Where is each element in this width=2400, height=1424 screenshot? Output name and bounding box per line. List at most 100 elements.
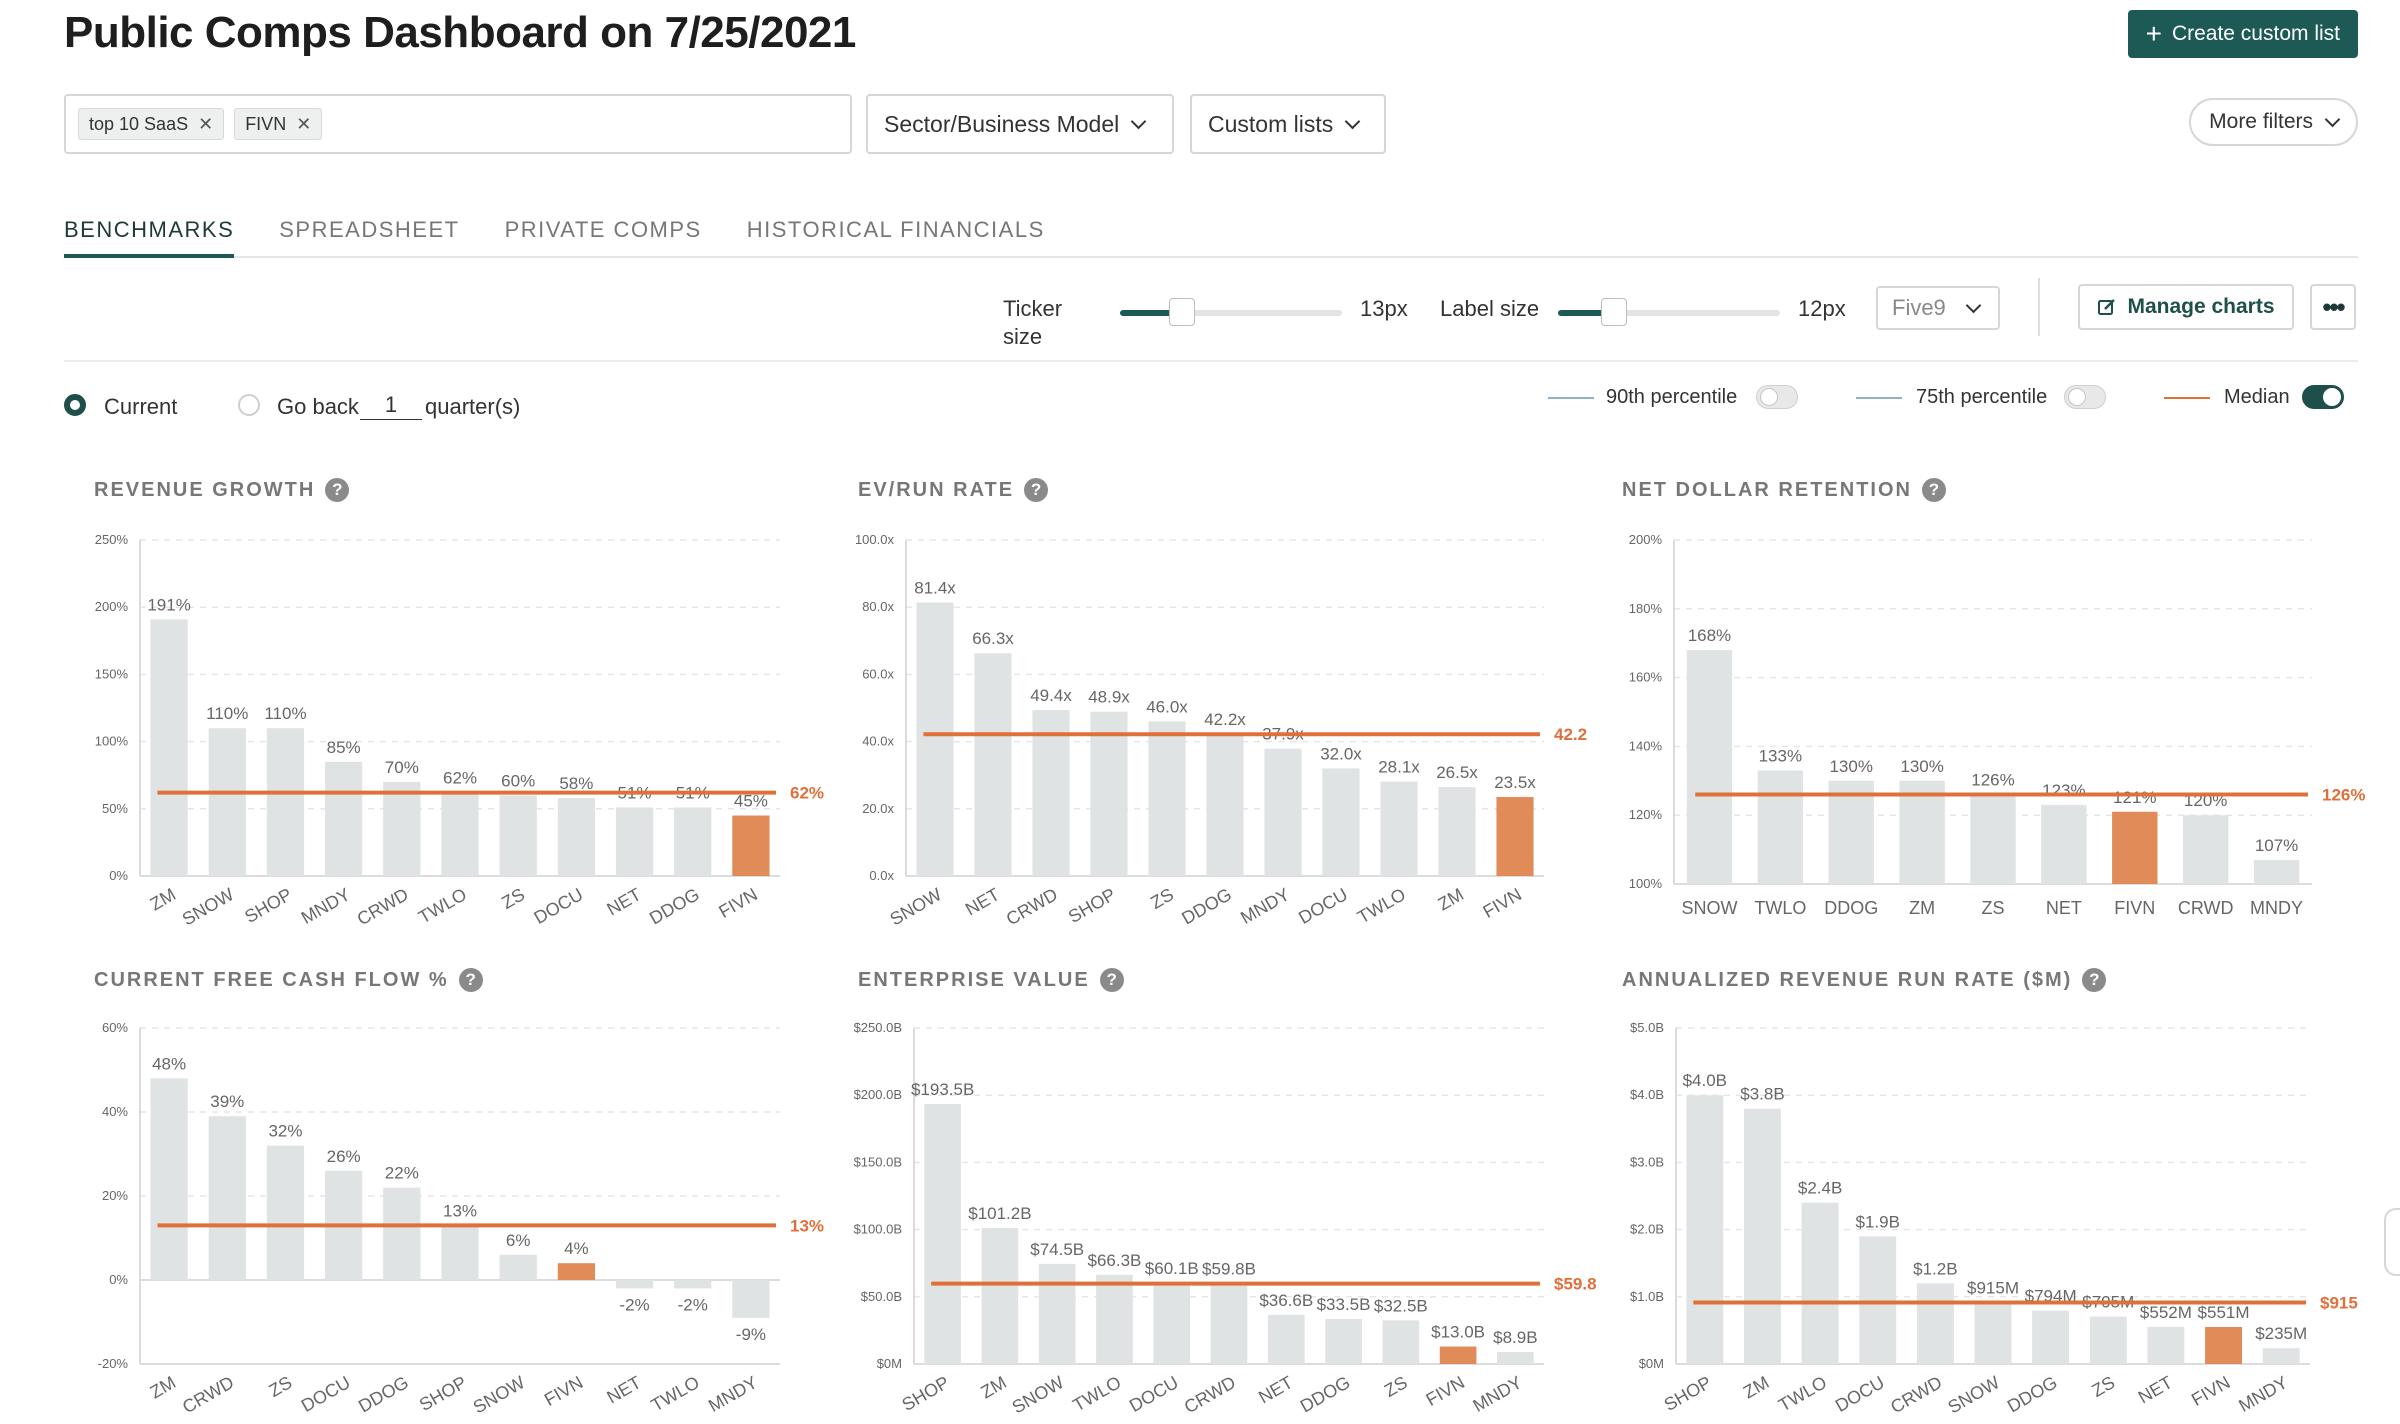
filter-chip[interactable]: top 10 SaaS ✕ [78, 108, 225, 140]
company-select[interactable]: Five9 [1876, 286, 2000, 330]
bar [1439, 1346, 1477, 1364]
annualized-run-rate-chart: $0M $1.0B $2.0B $3.0B $4.0B $5.0B $4.0B SHOP $3.… [1630, 1020, 2358, 1417]
bar [1438, 786, 1476, 876]
remove-chip-icon[interactable]: ✕ [198, 113, 214, 134]
bar [2089, 1316, 2127, 1364]
data-label: $552M [2140, 1303, 2192, 1322]
bar [1801, 1202, 1839, 1364]
x-tick-label: CRWD [2178, 898, 2234, 918]
y-tick-label: -20% [98, 1356, 129, 1371]
bar [1744, 1108, 1781, 1364]
x-tick-label: NET [2046, 898, 2082, 918]
data-label: $59.8B [1202, 1260, 1256, 1279]
data-label: 168% [1688, 626, 1731, 645]
median-legend-line [2164, 397, 2210, 399]
y-tick-label: 60% [102, 1020, 128, 1035]
bar [1096, 1274, 1133, 1364]
x-tick-label: ZS [1381, 1372, 1411, 1401]
data-label: $2.4B [1798, 1179, 1842, 1198]
y-tick-label: 0.0x [869, 868, 894, 883]
bar [1153, 1283, 1191, 1364]
bar [924, 1103, 961, 1364]
p90-toggle[interactable] [1756, 385, 1798, 409]
data-label: $4.0B [1683, 1071, 1727, 1090]
x-tick-label: DOCU [530, 884, 586, 928]
x-tick-label: NET [962, 884, 1003, 919]
ticker-size-slider-handle[interactable] [1169, 298, 1196, 326]
data-label: $36.6B [1259, 1291, 1313, 1310]
x-tick-label: TWLO [1354, 884, 1409, 927]
x-tick-label: SHOP [1661, 1372, 1715, 1415]
label-size-slider[interactable] [1558, 298, 1780, 326]
p75-toggle[interactable] [2064, 385, 2106, 409]
filter-chip[interactable]: FIVN ✕ [234, 108, 323, 140]
x-tick-label: ZM [147, 884, 180, 914]
y-tick-label: 0% [109, 1272, 128, 1287]
remove-chip-icon[interactable]: ✕ [296, 113, 312, 134]
help-icon[interactable]: ? [325, 478, 350, 502]
label-size-label: Label size [1440, 296, 1540, 321]
page-title: Public Comps Dashboard on 7/25/2021 [64, 8, 856, 57]
chart-title-enterprise-value: ENTERPRISE VALUE ? [858, 968, 1124, 992]
p75-legend-line [1856, 397, 1902, 399]
chart-title-text: REVENUE GROWTH [94, 478, 316, 501]
go-back-radio[interactable] [238, 394, 260, 416]
side-handle[interactable] [2384, 1208, 2400, 1276]
manage-charts-button[interactable]: Manage charts [2078, 284, 2294, 330]
quarters-input[interactable]: 1 [360, 392, 422, 420]
median-label: 42.2 [1554, 725, 1587, 744]
x-tick-label: DDOG [1178, 884, 1235, 928]
y-tick-label: $0M [877, 1356, 902, 1371]
current-radio[interactable] [64, 394, 86, 416]
chart-title-text: EV/RUN RATE [858, 478, 1015, 501]
data-label: -2% [678, 1295, 708, 1314]
bar [1038, 1263, 1076, 1364]
data-label: 32.0x [1320, 744, 1362, 763]
data-label: 22% [385, 1164, 419, 1183]
help-icon[interactable]: ? [2082, 968, 2107, 992]
bar [1859, 1236, 1897, 1364]
data-label: 45% [734, 792, 768, 811]
create-custom-list-button[interactable]: + Create custom list [2127, 10, 2358, 58]
bar [1264, 748, 1302, 876]
ticker-filter-input[interactable]: top 10 SaaS ✕ FIVN ✕ [64, 94, 852, 154]
filter-chip-label: top 10 SaaS [89, 113, 189, 134]
custom-lists-dropdown[interactable]: Custom lists [1190, 94, 1386, 154]
help-icon[interactable]: ? [1099, 968, 1124, 992]
bar [1325, 1318, 1362, 1364]
y-tick-label: $0M [1639, 1356, 1664, 1371]
enterprise-value-chart: $0M $50.0B $100.0B $150.0B $200.0B $250.0B $19… [854, 1020, 1597, 1417]
x-tick-label: MNDY [2235, 1372, 2291, 1416]
median-toggle[interactable] [2302, 385, 2344, 409]
chart-title-text: CURRENT FREE CASH FLOW % [94, 968, 449, 991]
bar [1899, 780, 1945, 884]
x-tick-label: ZS [2088, 1372, 2118, 1401]
y-tick-label: 160% [1629, 670, 1663, 685]
help-icon[interactable]: ? [458, 968, 483, 992]
tab-private-comps[interactable]: PRIVATE COMPS [504, 217, 702, 242]
x-tick-label: ZS [1147, 884, 1177, 913]
tab-spreadsheet[interactable]: SPREADSHEET [279, 217, 460, 242]
help-icon[interactable]: ? [1024, 478, 1049, 502]
ticker-size-slider[interactable] [1120, 298, 1342, 326]
bar [674, 807, 712, 876]
help-icon[interactable]: ? [1922, 478, 1946, 502]
x-tick-label: MNDY [298, 884, 354, 928]
label-size-slider-handle[interactable] [1600, 298, 1627, 326]
chart-title-text: NET DOLLAR RETENTION [1622, 478, 1912, 501]
data-label: 32% [268, 1122, 302, 1141]
more-options-button[interactable]: ••• [2310, 284, 2356, 330]
bar [615, 807, 654, 876]
tab-benchmarks[interactable]: BENCHMARKS [64, 214, 235, 258]
sector-dropdown[interactable]: Sector/Business Model [866, 94, 1174, 154]
x-tick-label: NET [603, 884, 644, 919]
data-label: 26% [327, 1147, 361, 1166]
more-filters-button[interactable]: More filters [2189, 98, 2358, 146]
y-tick-label: 40% [102, 1104, 128, 1119]
y-tick-label: 20% [102, 1188, 128, 1203]
data-label: $8.9B [1493, 1328, 1537, 1347]
x-tick-label: CRWD [179, 1372, 237, 1417]
tab-historical-financials[interactable]: HISTORICAL FINANCIALS [746, 217, 1045, 242]
bar [1322, 768, 1360, 876]
bar [1974, 1302, 2012, 1364]
